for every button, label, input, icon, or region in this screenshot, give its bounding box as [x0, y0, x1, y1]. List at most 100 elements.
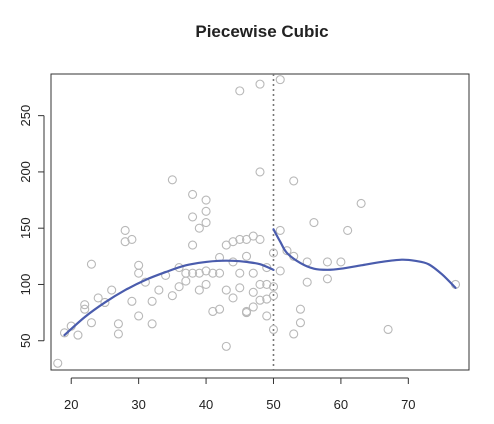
data-point — [289, 329, 299, 339]
data-point — [80, 300, 90, 310]
fit-curve-left — [63, 259, 275, 337]
data-point — [356, 198, 366, 208]
data-point — [127, 296, 137, 306]
data-point — [255, 295, 265, 305]
data-point — [235, 268, 245, 278]
data-point — [134, 311, 144, 321]
x-tick-label: 40 — [199, 397, 213, 412]
data-point — [86, 318, 97, 328]
data-point — [241, 308, 252, 318]
data-point — [113, 319, 123, 329]
data-point — [174, 282, 184, 292]
data-point — [134, 268, 144, 278]
data-point — [201, 218, 211, 228]
data-point — [228, 237, 238, 247]
data-point — [127, 234, 137, 244]
y-tick-label: 200 — [18, 161, 33, 183]
data-points — [53, 75, 461, 368]
data-point — [268, 248, 279, 258]
y-tick-label: 100 — [18, 274, 33, 296]
data-point — [275, 225, 285, 235]
y-axis: 50 100 150 200 250 — [18, 105, 45, 348]
data-point — [248, 287, 258, 297]
data-point — [343, 225, 353, 235]
data-point — [275, 75, 285, 85]
data-point — [147, 296, 157, 306]
data-point — [188, 268, 198, 278]
data-point — [194, 223, 204, 233]
data-point — [208, 268, 218, 278]
x-axis: 20 30 40 50 60 70 — [64, 377, 416, 412]
data-point — [194, 268, 204, 278]
data-point — [255, 234, 265, 244]
data-point — [214, 304, 225, 314]
data-point — [302, 277, 312, 287]
data-point — [268, 324, 279, 335]
data-point — [275, 266, 285, 276]
data-point — [336, 257, 346, 267]
data-point — [282, 246, 292, 256]
data-point — [100, 297, 110, 308]
data-point — [194, 285, 204, 295]
x-tick-label: 20 — [64, 397, 78, 412]
data-point — [147, 319, 157, 329]
data-point — [73, 330, 83, 340]
data-point — [93, 293, 103, 303]
x-tick-label: 50 — [266, 397, 280, 412]
data-point — [221, 341, 231, 351]
data-point — [295, 318, 306, 328]
data-point — [295, 304, 306, 314]
y-tick-label: 50 — [18, 334, 33, 348]
data-point — [235, 283, 245, 293]
data-point — [188, 189, 198, 199]
data-point — [113, 329, 123, 339]
fit-curve-right — [272, 228, 457, 289]
data-point — [107, 285, 117, 295]
data-point — [120, 237, 130, 247]
data-point — [235, 234, 245, 244]
data-point — [167, 175, 177, 185]
data-point — [383, 324, 393, 335]
data-point — [86, 259, 97, 269]
data-point — [309, 218, 319, 228]
y-tick-label: 150 — [18, 217, 33, 239]
data-point — [322, 274, 332, 284]
data-point — [262, 311, 272, 321]
data-point — [188, 212, 198, 222]
data-point — [235, 86, 245, 96]
x-tick-label: 70 — [401, 397, 415, 412]
data-point — [208, 306, 218, 317]
x-tick-label: 30 — [131, 397, 145, 412]
data-point — [248, 268, 258, 278]
data-point — [268, 291, 279, 301]
plot-frame — [50, 73, 470, 371]
data-point — [241, 251, 252, 261]
data-point — [201, 279, 211, 290]
data-point — [201, 195, 211, 205]
y-tick-label: 250 — [18, 105, 33, 127]
data-point — [221, 285, 231, 295]
data-point — [188, 240, 198, 250]
data-point — [167, 291, 177, 301]
data-point — [181, 268, 191, 278]
data-point — [322, 257, 332, 267]
data-point — [154, 285, 164, 295]
data-point — [289, 176, 299, 186]
data-point — [255, 167, 265, 177]
data-point — [53, 358, 63, 368]
data-point — [181, 276, 191, 286]
data-point — [80, 304, 90, 314]
data-point — [248, 302, 258, 312]
data-point — [255, 79, 265, 89]
data-point — [228, 293, 238, 303]
data-point — [134, 260, 144, 270]
data-point — [268, 282, 279, 292]
data-point — [201, 206, 211, 216]
data-point — [120, 225, 130, 235]
x-tick-label: 60 — [334, 397, 348, 412]
data-point — [255, 279, 265, 290]
data-point — [214, 268, 225, 278]
data-point — [262, 279, 272, 290]
data-point — [201, 266, 211, 276]
